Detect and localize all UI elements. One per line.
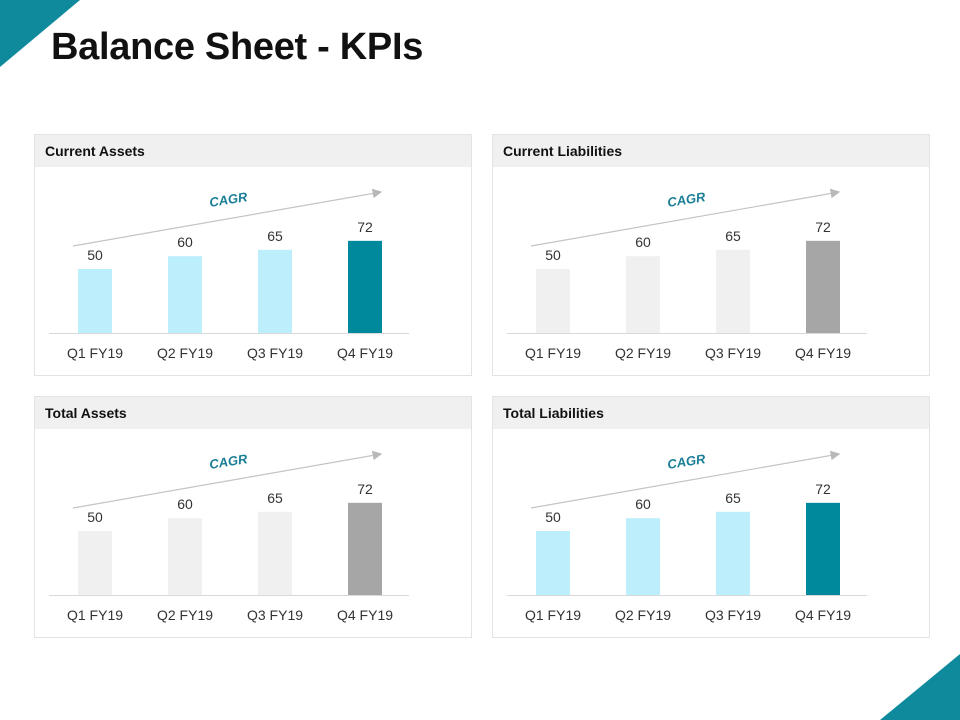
data-label: 65: [267, 228, 283, 244]
data-label: 72: [357, 219, 373, 235]
data-label: 72: [815, 481, 831, 497]
bar-q4-fy19: [348, 240, 382, 333]
x-tick-label: Q3 FY19: [705, 345, 761, 361]
bar-q2-fy19: [168, 256, 202, 333]
cagr-arrow: [72, 450, 383, 509]
data-label: 65: [725, 490, 741, 506]
x-tick-label: Q2 FY19: [157, 607, 213, 623]
chart-panel-current-assets: Current Assets CAGR 50 Q1 FY19 60 Q2 FY19 65 Q…: [34, 134, 472, 376]
x-tick-label: Q4 FY19: [337, 607, 393, 623]
x-tick-label: Q4 FY19: [795, 607, 851, 623]
cagr-label: CAGR: [208, 189, 249, 210]
data-label: 60: [177, 496, 193, 512]
bar-q4-fy19: [806, 240, 840, 333]
data-label: 50: [545, 247, 561, 263]
data-label: 50: [87, 247, 103, 263]
data-label: 65: [267, 490, 283, 506]
x-tick-label: Q2 FY19: [157, 345, 213, 361]
x-tick-label: Q3 FY19: [247, 345, 303, 361]
bar-chart: CAGR 50 Q1 FY19 60 Q2 FY19 65 Q3 FY19 72 Q4 FY19: [507, 188, 867, 361]
bar-q2-fy19: [626, 256, 660, 333]
x-tick-label: Q4 FY19: [337, 345, 393, 361]
x-tick-label: Q1 FY19: [525, 607, 581, 623]
data-label: 50: [87, 509, 103, 525]
bar-chart: CAGR 50 Q1 FY19 60 Q2 FY19 65 Q3 FY19 72 Q4 FY19: [49, 450, 409, 623]
cagr-arrow: [72, 188, 383, 247]
top-left-corner-accent: [0, 0, 80, 67]
x-tick-label: Q1 FY19: [525, 345, 581, 361]
bar-chart: CAGR 50 Q1 FY19 60 Q2 FY19 65 Q3 FY19 72 Q4 FY19: [507, 450, 867, 623]
panel-title: Current Assets: [35, 135, 471, 167]
cagr-label: CAGR: [666, 189, 707, 210]
x-tick-label: Q2 FY19: [615, 607, 671, 623]
bar-q1-fy19: [536, 531, 570, 595]
panel-title: Total Assets: [35, 397, 471, 429]
x-tick-label: Q3 FY19: [247, 607, 303, 623]
corner-triangle: [880, 654, 960, 720]
bar-q2-fy19: [626, 518, 660, 595]
chart-panel-total-liabilities: Total Liabilities CAGR 50 Q1 FY19 60 Q2 FY19…: [492, 396, 930, 638]
bar-q1-fy19: [78, 269, 112, 333]
corner-triangle: [0, 0, 80, 67]
data-label: 60: [635, 234, 651, 250]
data-label: 60: [635, 496, 651, 512]
data-label: 72: [357, 481, 373, 497]
bar-q3-fy19: [258, 249, 292, 333]
data-label: 60: [177, 234, 193, 250]
bar-q1-fy19: [536, 269, 570, 333]
x-tick-label: Q4 FY19: [795, 345, 851, 361]
bar-q3-fy19: [258, 511, 292, 595]
cagr-arrow: [530, 450, 841, 509]
bar-q4-fy19: [348, 502, 382, 595]
bar-q1-fy19: [78, 531, 112, 595]
x-tick-label: Q1 FY19: [67, 345, 123, 361]
page-title: Balance Sheet - KPIs: [51, 26, 424, 68]
cagr-arrow: [530, 188, 841, 247]
bottom-right-corner-accent: [880, 654, 960, 720]
cagr-label: CAGR: [666, 451, 707, 472]
x-tick-label: Q3 FY19: [705, 607, 761, 623]
data-label: 72: [815, 219, 831, 235]
x-tick-label: Q1 FY19: [67, 607, 123, 623]
x-tick-label: Q2 FY19: [615, 345, 671, 361]
chart-panel-total-assets: Total Assets CAGR 50 Q1 FY19 60 Q2 FY19 65 Q3 …: [34, 396, 472, 638]
bar-q3-fy19: [716, 511, 750, 595]
bar-q4-fy19: [806, 502, 840, 595]
bar-chart: CAGR 50 Q1 FY19 60 Q2 FY19 65 Q3 FY19 72 Q4 FY19: [49, 188, 409, 361]
data-label: 50: [545, 509, 561, 525]
data-label: 65: [725, 228, 741, 244]
chart-panel-current-liabilities: Current Liabilities CAGR 50 Q1 FY19 60 Q2 FY…: [492, 134, 930, 376]
panel-title: Current Liabilities: [493, 135, 929, 167]
cagr-label: CAGR: [208, 451, 249, 472]
panel-title: Total Liabilities: [493, 397, 929, 429]
bar-q2-fy19: [168, 518, 202, 595]
bar-q3-fy19: [716, 249, 750, 333]
